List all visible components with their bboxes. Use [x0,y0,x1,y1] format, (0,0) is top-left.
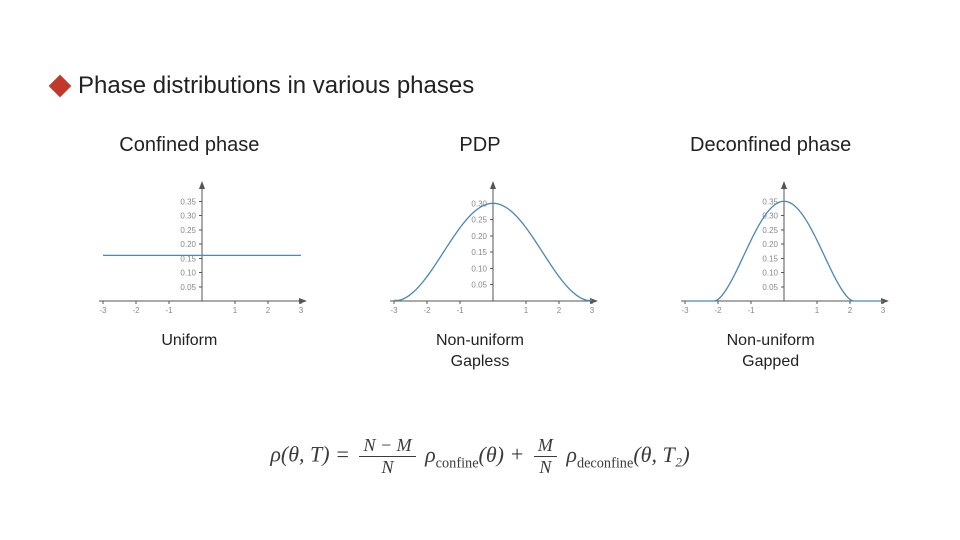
svg-text:0.10: 0.10 [181,269,197,278]
panel-deconfined: Deconfined phase -3 -2 -1 1 2 3 0.05 0.10 0.15 0.… [636,134,906,373]
svg-text:0.20: 0.20 [471,232,487,241]
svg-text:-2: -2 [714,306,722,315]
panel-pdp: PDP -3 -2 -1 1 2 3 0.05 0.10 0.15 0.20 0.25 0.30 No… [345,134,615,373]
svg-text:2: 2 [847,306,852,315]
panel-sub: Non-uniformGapped [727,331,815,373]
svg-text:1: 1 [233,306,238,315]
svg-text:0.15: 0.15 [471,248,487,257]
page-title: Phase distributions in various phases [78,72,474,100]
svg-text:-3: -3 [390,306,398,315]
svg-text:0.10: 0.10 [471,264,487,273]
panels-row: Confined phase -3 -2 -1 1 2 3 0.05 0.10 0.15 0.20… [0,100,960,373]
svg-text:3: 3 [299,306,304,315]
formula-lhs: ρ(θ, T) [270,442,329,467]
svg-text:-2: -2 [133,306,141,315]
svg-text:3: 3 [880,306,885,315]
formula: ρ(θ, T) = N − M N ρconfine(θ) + M N ρdec… [0,435,960,478]
svg-text:-1: -1 [166,306,174,315]
svg-text:0.35: 0.35 [762,197,778,206]
svg-text:-3: -3 [100,306,108,315]
formula-frac1: N − M N [359,435,415,478]
svg-text:0.35: 0.35 [181,197,197,206]
chart-confined: -3-2-11230.050.100.150.200.250.300.35 [69,179,309,319]
svg-text:-3: -3 [681,306,689,315]
panel-sub: Uniform [161,331,217,352]
formula-frac2: M N [534,435,557,478]
svg-text:-1: -1 [747,306,755,315]
panel-title: PDP [459,134,500,157]
header: Phase distributions in various phases [0,0,960,100]
svg-text:0.30: 0.30 [471,199,487,208]
formula-term1: ρconfine(θ) [425,442,504,467]
svg-text:0.15: 0.15 [762,254,778,263]
panel-title: Confined phase [119,134,259,157]
svg-text:3: 3 [590,306,595,315]
svg-text:0.25: 0.25 [471,216,487,225]
svg-text:-2: -2 [423,306,431,315]
formula-term2: ρdeconfine(θ, T₂) [566,442,689,467]
svg-text:0.05: 0.05 [762,283,778,292]
svg-text:0.10: 0.10 [762,269,778,278]
svg-text:0.05: 0.05 [471,281,487,290]
panel-title: Deconfined phase [690,134,851,157]
chart-pdp: -3 -2 -1 1 2 3 0.05 0.10 0.15 0.20 0.25 0.30 [360,179,600,319]
svg-text:2: 2 [266,306,271,315]
svg-text:1: 1 [524,306,529,315]
panel-sub: Non-uniformGapless [436,331,524,373]
svg-text:2: 2 [557,306,562,315]
chart-deconfined: -3-2-11230.050.100.150.200.250.300.35 [651,179,891,319]
svg-text:0.25: 0.25 [762,226,778,235]
bullet-diamond-icon [49,75,72,98]
svg-text:0.25: 0.25 [181,226,197,235]
svg-text:0.20: 0.20 [762,240,778,249]
svg-text:0.05: 0.05 [181,283,197,292]
panel-confined: Confined phase -3-2-11230.050.100.150.20… [54,134,324,373]
svg-text:0.20: 0.20 [181,240,197,249]
svg-text:1: 1 [814,306,819,315]
svg-text:0.30: 0.30 [181,212,197,221]
svg-text:-1: -1 [456,306,464,315]
